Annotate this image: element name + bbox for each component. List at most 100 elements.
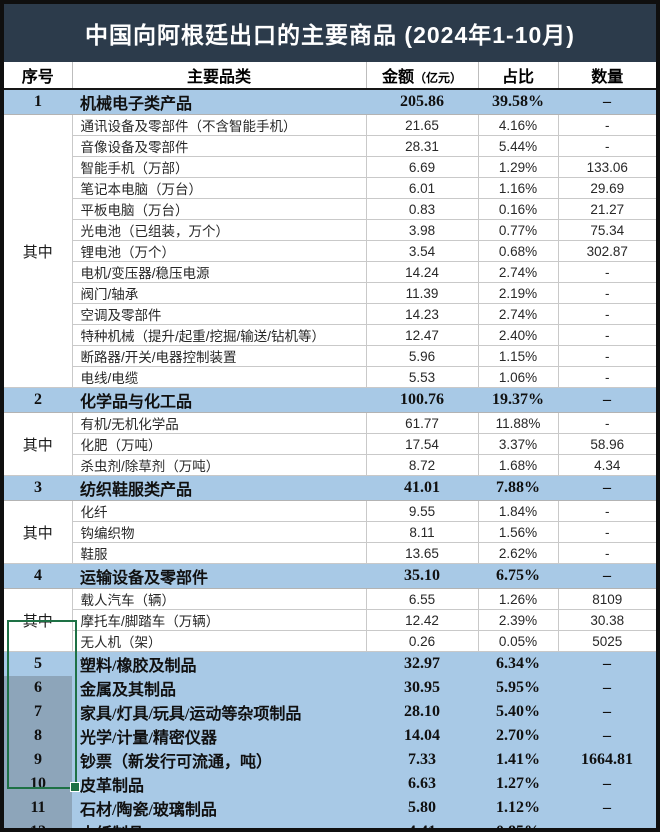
share-cell[interactable]: 1.26% bbox=[478, 588, 559, 610]
share-cell[interactable]: 19.37% bbox=[478, 387, 558, 413]
share-cell[interactable]: 1.06% bbox=[478, 366, 559, 388]
quantity-cell[interactable]: – bbox=[558, 772, 656, 796]
group-label-cell[interactable]: 其中 bbox=[4, 500, 73, 564]
quantity-cell[interactable]: - bbox=[558, 366, 656, 388]
category-cell[interactable]: 断路器/开关/电器控制装置 bbox=[72, 345, 367, 367]
amount-cell[interactable]: 14.23 bbox=[366, 303, 479, 325]
quantity-cell[interactable]: – bbox=[558, 676, 656, 700]
seq-cell[interactable]: 12 bbox=[4, 820, 72, 828]
amount-cell[interactable]: 14.04 bbox=[366, 724, 478, 748]
quantity-cell[interactable]: - bbox=[558, 303, 656, 325]
amount-cell[interactable]: 14.24 bbox=[366, 261, 479, 283]
share-cell[interactable]: 1.16% bbox=[478, 177, 559, 199]
share-cell[interactable]: 2.19% bbox=[478, 282, 559, 304]
seq-cell[interactable]: 6 bbox=[4, 676, 72, 700]
quantity-cell[interactable]: – bbox=[558, 796, 656, 820]
amount-cell[interactable]: 28.31 bbox=[366, 135, 479, 157]
quantity-cell[interactable]: 302.87 bbox=[558, 240, 656, 262]
share-cell[interactable]: 1.12% bbox=[478, 796, 558, 820]
quantity-cell[interactable]: 5025 bbox=[558, 630, 656, 652]
share-cell[interactable]: 5.40% bbox=[478, 700, 558, 724]
amount-cell[interactable]: 205.86 bbox=[366, 88, 478, 115]
share-cell[interactable]: 6.34% bbox=[478, 651, 558, 676]
quantity-cell[interactable]: – bbox=[558, 820, 656, 828]
amount-cell[interactable]: 3.54 bbox=[366, 240, 479, 262]
seq-cell[interactable]: 11 bbox=[4, 796, 72, 820]
quantity-cell[interactable]: – bbox=[558, 651, 656, 676]
category-cell[interactable]: 石材/陶瓷/玻璃制品 bbox=[72, 796, 366, 820]
quantity-cell[interactable]: 21.27 bbox=[558, 198, 656, 220]
category-cell[interactable]: 特种机械（提升/起重/挖掘/输送/钻机等） bbox=[72, 324, 367, 346]
share-cell[interactable]: 2.40% bbox=[478, 324, 559, 346]
quantity-cell[interactable]: 75.34 bbox=[558, 219, 656, 241]
category-cell[interactable]: 锂电池（万个） bbox=[72, 240, 367, 262]
category-cell[interactable]: 运输设备及零部件 bbox=[72, 563, 366, 589]
category-cell[interactable]: 电线/电缆 bbox=[72, 366, 367, 388]
quantity-cell[interactable]: – bbox=[558, 563, 656, 589]
amount-cell[interactable]: 6.63 bbox=[366, 772, 478, 796]
quantity-cell[interactable]: – bbox=[558, 387, 656, 413]
share-cell[interactable]: 1.84% bbox=[478, 500, 559, 522]
quantity-cell[interactable]: - bbox=[558, 261, 656, 283]
quantity-cell[interactable]: 8109 bbox=[558, 588, 656, 610]
category-cell[interactable]: 电机/变压器/稳压电源 bbox=[72, 261, 367, 283]
category-cell[interactable]: 钩编织物 bbox=[72, 521, 367, 543]
share-cell[interactable]: 5.44% bbox=[478, 135, 559, 157]
seq-cell[interactable]: 5 bbox=[4, 651, 72, 676]
category-cell[interactable]: 机械电子类产品 bbox=[72, 88, 366, 115]
share-cell[interactable]: 2.62% bbox=[478, 542, 559, 564]
amount-cell[interactable]: 6.01 bbox=[366, 177, 479, 199]
seq-cell[interactable]: 4 bbox=[4, 563, 72, 589]
quantity-cell[interactable]: 29.69 bbox=[558, 177, 656, 199]
amount-cell[interactable]: 8.11 bbox=[366, 521, 479, 543]
group-label-cell[interactable]: 其中 bbox=[4, 588, 73, 652]
quantity-cell[interactable]: - bbox=[558, 412, 656, 434]
category-cell[interactable]: 阀门/轴承 bbox=[72, 282, 367, 304]
share-cell[interactable]: 2.74% bbox=[478, 261, 559, 283]
category-cell[interactable]: 化肥（万吨） bbox=[72, 433, 367, 455]
share-cell[interactable]: 39.58% bbox=[478, 88, 558, 115]
share-cell[interactable]: 3.37% bbox=[478, 433, 559, 455]
share-cell[interactable]: 2.74% bbox=[478, 303, 559, 325]
amount-cell[interactable]: 0.83 bbox=[366, 198, 479, 220]
group-label-cell[interactable]: 其中 bbox=[4, 114, 73, 388]
quantity-cell[interactable]: 30.38 bbox=[558, 609, 656, 631]
category-cell[interactable]: 化纤 bbox=[72, 500, 367, 522]
category-cell[interactable]: 化学品与化工品 bbox=[72, 387, 366, 413]
category-cell[interactable]: 空调及零部件 bbox=[72, 303, 367, 325]
quantity-cell[interactable]: 4.34 bbox=[558, 454, 656, 476]
amount-cell[interactable]: 11.39 bbox=[366, 282, 479, 304]
amount-cell[interactable]: 6.69 bbox=[366, 156, 479, 178]
share-cell[interactable]: 0.68% bbox=[478, 240, 559, 262]
amount-cell[interactable]: 41.01 bbox=[366, 475, 478, 501]
share-cell[interactable]: 2.70% bbox=[478, 724, 558, 748]
share-cell[interactable]: 0.85% bbox=[478, 820, 558, 828]
quantity-cell[interactable]: – bbox=[558, 700, 656, 724]
quantity-cell[interactable]: - bbox=[558, 500, 656, 522]
seq-cell[interactable]: 9 bbox=[4, 748, 72, 772]
share-cell[interactable]: 0.77% bbox=[478, 219, 559, 241]
amount-cell[interactable]: 5.80 bbox=[366, 796, 478, 820]
category-cell[interactable]: 平板电脑（万台） bbox=[72, 198, 367, 220]
category-cell[interactable]: 音像设备及零部件 bbox=[72, 135, 367, 157]
amount-cell[interactable]: 28.10 bbox=[366, 700, 478, 724]
quantity-cell[interactable]: - bbox=[558, 521, 656, 543]
share-cell[interactable]: 1.68% bbox=[478, 454, 559, 476]
amount-cell[interactable]: 61.77 bbox=[366, 412, 479, 434]
amount-cell[interactable]: 35.10 bbox=[366, 563, 478, 589]
amount-cell[interactable]: 6.55 bbox=[366, 588, 479, 610]
amount-cell[interactable]: 8.72 bbox=[366, 454, 479, 476]
category-cell[interactable]: 木纸制品 bbox=[72, 820, 366, 828]
amount-cell[interactable]: 9.55 bbox=[366, 500, 479, 522]
share-cell[interactable]: 2.39% bbox=[478, 609, 559, 631]
quantity-cell[interactable]: 1664.81 bbox=[558, 748, 656, 772]
quantity-cell[interactable]: - bbox=[558, 282, 656, 304]
category-cell[interactable]: 智能手机（万部） bbox=[72, 156, 367, 178]
quantity-cell[interactable]: - bbox=[558, 542, 656, 564]
category-cell[interactable]: 钞票（新发行可流通，吨） bbox=[72, 748, 366, 772]
category-cell[interactable]: 有机/无机化学品 bbox=[72, 412, 367, 434]
share-cell[interactable]: 11.88% bbox=[478, 412, 559, 434]
amount-cell[interactable]: 5.53 bbox=[366, 366, 479, 388]
amount-cell[interactable]: 13.65 bbox=[366, 542, 479, 564]
share-cell[interactable]: 0.16% bbox=[478, 198, 559, 220]
